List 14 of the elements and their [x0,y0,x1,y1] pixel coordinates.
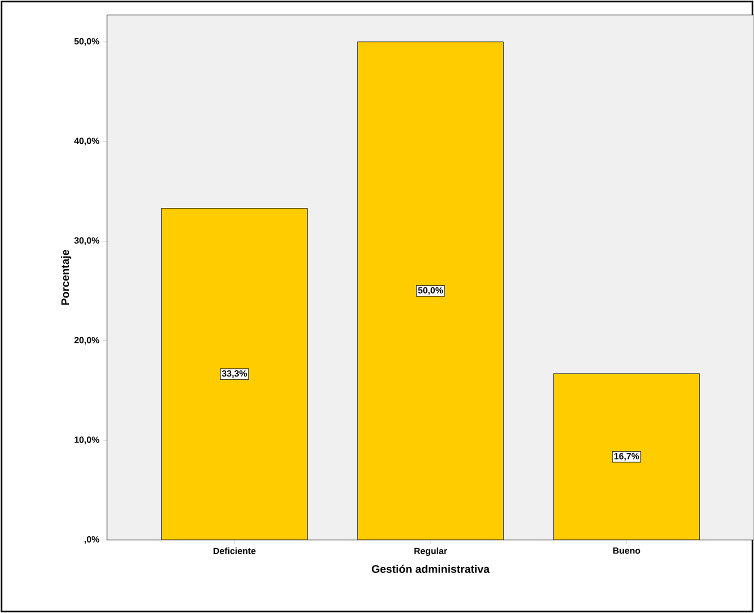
x-tick-label: Deficiente [214,548,256,554]
y-tick-label: ,0% [84,536,100,544]
y-tick-label: 30,0% [74,237,100,245]
y-tick-label: 20,0% [74,336,100,345]
data-label: 50,0% [418,287,443,295]
y-axis-title: Porcentaje [61,250,72,305]
data-label: 16,7% [614,452,640,461]
data-label: 33,3% [222,370,247,378]
x-tick-label: Bueno [613,548,640,554]
y-tick-label: 10,0% [74,436,100,444]
y-tick-label: 50,0% [74,38,100,46]
x-axis-title: Gestión administrativa [372,564,490,573]
x-tick-label: Regular [414,548,448,556]
y-tick-label: 40,0% [74,138,100,146]
